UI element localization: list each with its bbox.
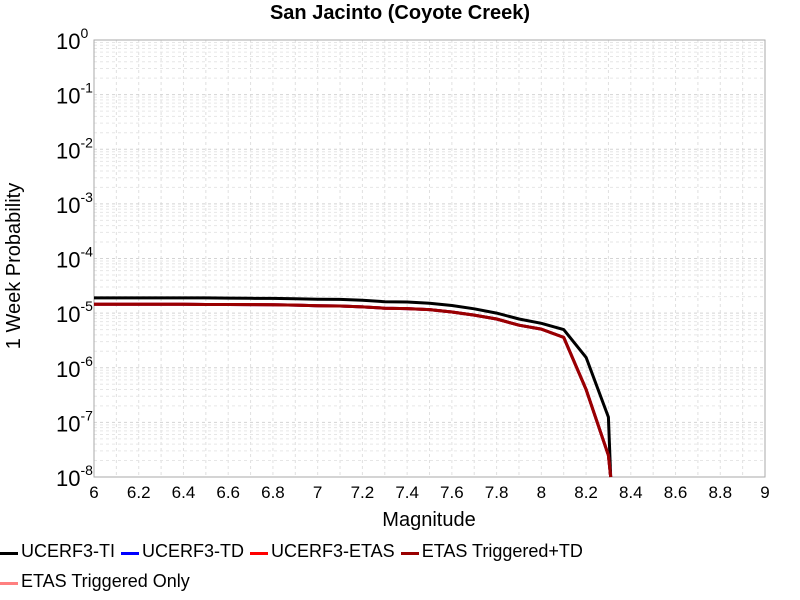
legend-row: ETAS Triggered Only xyxy=(0,566,800,596)
x-tick-label: 6.6 xyxy=(216,483,240,502)
y-tick-label: 10-5 xyxy=(56,298,93,327)
x-axis-label: Magnitude xyxy=(382,509,475,531)
legend-label-etas-triggered-td: ETAS Triggered+TD xyxy=(421,540,583,561)
y-tick-label: 10-1 xyxy=(56,80,93,109)
x-tick-label: 8 xyxy=(537,483,546,502)
legend-item-ucerf3-td: UCERF3-TD xyxy=(121,541,244,562)
x-tick-label: 7 xyxy=(313,483,322,502)
y-tick-label: 10-8 xyxy=(56,462,93,491)
legend-swatch-ucerf3-td xyxy=(121,551,139,555)
grid xyxy=(93,40,766,478)
y-tick-label: 10-3 xyxy=(56,189,93,218)
x-tick-label: 9 xyxy=(760,483,769,502)
x-tick-label: 7.6 xyxy=(440,483,464,502)
legend-label-ucerf3-etas: UCERF3-ETAS xyxy=(271,540,395,561)
chart-title: San Jacinto (Coyote Creek) xyxy=(270,2,530,24)
x-tick-label: 7.4 xyxy=(395,483,419,502)
x-tick-label: 6.4 xyxy=(172,483,196,502)
legend-label-ucerf3-td: UCERF3-TD xyxy=(142,540,244,561)
plot-area xyxy=(93,39,766,478)
legend-item-etas-triggered-only: ETAS Triggered Only xyxy=(0,571,190,592)
legend-label-etas-triggered-only: ETAS Triggered Only xyxy=(21,570,190,591)
legend: UCERF3-TI UCERF3-TD UCERF3-ETAS ETAS Tri… xyxy=(0,536,800,596)
legend-swatch-ucerf3-ti xyxy=(0,551,18,555)
legend-item-ucerf3-etas: UCERF3-ETAS xyxy=(250,541,395,562)
legend-item-ucerf3-ti: UCERF3-TI xyxy=(0,541,115,562)
y-tick-label: 10-6 xyxy=(56,353,93,382)
legend-swatch-ucerf3-etas xyxy=(250,551,268,555)
y-tick-label: 10-2 xyxy=(56,134,93,163)
chart: San Jacinto (Coyote Creek) 6 6.2 6.4 6.6 6.8… xyxy=(3,2,770,531)
y-tick-label: 10-7 xyxy=(56,407,93,436)
x-tick-label: 8.4 xyxy=(619,483,643,502)
y-tick-label: 100 xyxy=(56,25,88,54)
legend-swatch-etas-triggered-td xyxy=(400,551,419,555)
legend-label-ucerf3-ti: UCERF3-TI xyxy=(21,540,115,561)
series-line-ucerf3-ti xyxy=(94,296,613,478)
y-axis-ticks: 100 10-1 10-2 10-3 10-4 10-5 10-6 10-7 10-8 xyxy=(56,25,93,491)
legend-swatch-etas-triggered-only xyxy=(0,581,18,585)
x-tick-label: 8.8 xyxy=(708,483,732,502)
y-axis-label: 1 Week Probability xyxy=(3,183,25,349)
x-tick-label: 6 xyxy=(89,483,98,502)
x-axis-ticks: 6 6.2 6.4 6.6 6.8 7 7.2 7.4 7.6 7.8 8 8.2 8.4 8.6 8.8 9 xyxy=(89,483,769,502)
x-tick-label: 7.2 xyxy=(351,483,375,502)
series-layer xyxy=(94,296,613,478)
legend-item-etas-triggered-td: ETAS Triggered+TD xyxy=(400,540,583,562)
x-tick-label: 6.2 xyxy=(127,483,151,502)
x-tick-label: 8.2 xyxy=(574,483,598,502)
series-line-etas-triggered-td xyxy=(94,302,613,478)
x-tick-label: 6.8 xyxy=(261,483,285,502)
x-tick-label: 8.6 xyxy=(664,483,688,502)
legend-row: UCERF3-TI UCERF3-TD UCERF3-ETAS ETAS Tri… xyxy=(0,536,800,566)
y-tick-label: 10-4 xyxy=(56,244,93,273)
x-tick-label: 7.8 xyxy=(485,483,509,502)
